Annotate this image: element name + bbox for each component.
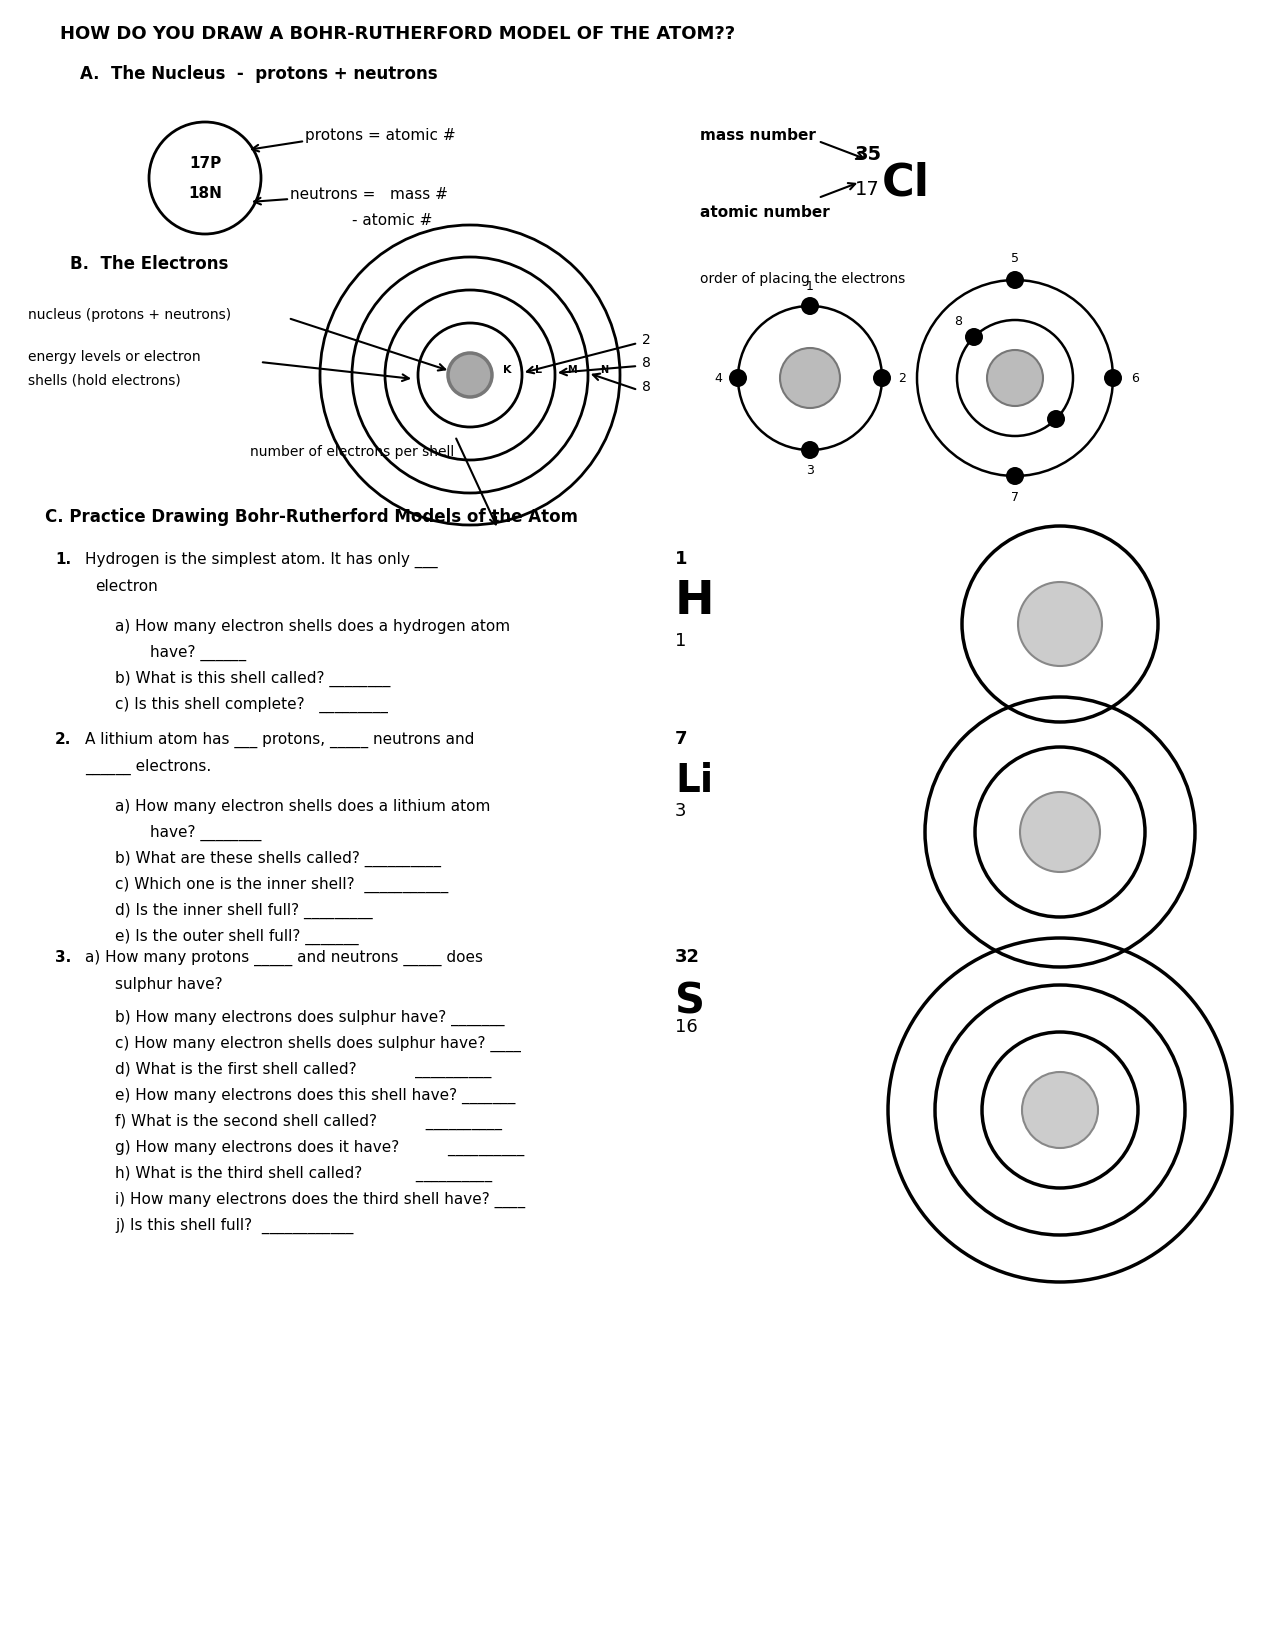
Circle shape (780, 348, 840, 408)
Circle shape (1020, 792, 1100, 871)
Text: 2: 2 (898, 371, 907, 384)
Text: A lithium atom has ___ protons, _____ neutrons and: A lithium atom has ___ protons, _____ ne… (85, 733, 474, 747)
Text: b) What are these shells called? __________: b) What are these shells called? _______… (115, 851, 441, 868)
Text: f) What is the second shell called?          __________: f) What is the second shell called? ____… (115, 1114, 502, 1130)
Text: 7: 7 (674, 729, 687, 747)
Text: i) How many electrons does the third shell have? ____: i) How many electrons does the third she… (115, 1191, 525, 1208)
Text: c) How many electron shells does sulphur have? ____: c) How many electron shells does sulphur… (115, 1036, 521, 1053)
Text: d) What is the first shell called?            __________: d) What is the first shell called? _____… (115, 1063, 491, 1077)
Text: 1: 1 (806, 279, 813, 292)
Text: 32: 32 (674, 949, 700, 965)
Text: b) What is this shell called? ________: b) What is this shell called? ________ (115, 672, 390, 686)
Text: neutrons =   mass #: neutrons = mass # (289, 186, 448, 201)
Text: a) How many electron shells does a hydrogen atom: a) How many electron shells does a hydro… (115, 619, 510, 634)
Text: b) How many electrons does sulphur have? _______: b) How many electrons does sulphur have?… (115, 1010, 505, 1026)
Text: 4: 4 (714, 371, 722, 384)
Text: 7: 7 (1011, 492, 1019, 505)
Text: 17P: 17P (189, 157, 221, 172)
Circle shape (801, 297, 819, 315)
Text: atomic number: atomic number (700, 205, 830, 219)
Text: shells (hold electrons): shells (hold electrons) (28, 375, 181, 388)
Text: have? ________: have? ________ (150, 825, 261, 842)
Text: sulphur have?: sulphur have? (115, 977, 223, 992)
Circle shape (987, 350, 1043, 406)
Circle shape (448, 353, 492, 398)
Text: e) Is the outer shell full? _______: e) Is the outer shell full? _______ (115, 929, 358, 945)
Circle shape (729, 370, 747, 388)
Circle shape (1006, 467, 1024, 485)
Text: A.  The Nucleus  -  protons + neutrons: A. The Nucleus - protons + neutrons (80, 64, 437, 82)
Text: 1: 1 (674, 632, 686, 650)
Text: have? ______: have? ______ (150, 645, 246, 662)
Circle shape (801, 441, 819, 459)
Text: nucleus (protons + neutrons): nucleus (protons + neutrons) (28, 309, 231, 322)
Text: HOW DO YOU DRAW A BOHR-RUTHERFORD MODEL OF THE ATOM??: HOW DO YOU DRAW A BOHR-RUTHERFORD MODEL … (60, 25, 736, 43)
Text: S: S (674, 980, 705, 1021)
Text: j) Is this shell full?  ____________: j) Is this shell full? ____________ (115, 1218, 353, 1234)
Text: g) How many electrons does it have?          __________: g) How many electrons does it have? ____… (115, 1140, 524, 1157)
Text: 35: 35 (856, 145, 882, 163)
Text: 8: 8 (643, 356, 650, 370)
Text: 2: 2 (643, 333, 650, 346)
Circle shape (873, 370, 891, 388)
Circle shape (1017, 582, 1102, 667)
Text: 1: 1 (674, 549, 687, 568)
Text: C. Practice Drawing Bohr-Rutherford Models of the Atom: C. Practice Drawing Bohr-Rutherford Mode… (45, 508, 578, 526)
Text: 3: 3 (674, 802, 686, 820)
Text: 3: 3 (806, 464, 813, 477)
Circle shape (149, 122, 261, 234)
Text: Cl: Cl (882, 162, 929, 205)
Text: e) How many electrons does this shell have? _______: e) How many electrons does this shell ha… (115, 1087, 515, 1104)
Text: order of placing the electrons: order of placing the electrons (700, 272, 905, 285)
Text: a) How many protons _____ and neutrons _____ does: a) How many protons _____ and neutrons _… (85, 950, 483, 967)
Text: K: K (502, 365, 511, 375)
Circle shape (1006, 271, 1024, 289)
Circle shape (1023, 1072, 1098, 1148)
Text: M: M (566, 365, 576, 375)
Text: 18N: 18N (187, 186, 222, 201)
Text: number of electrons per shell: number of electrons per shell (250, 446, 454, 459)
Text: 1.: 1. (55, 553, 71, 568)
Text: 3.: 3. (55, 950, 71, 965)
Text: Li: Li (674, 762, 713, 800)
Text: energy levels or electron: energy levels or electron (28, 350, 200, 365)
Text: N: N (601, 365, 608, 375)
Text: d) Is the inner shell full? _________: d) Is the inner shell full? _________ (115, 903, 372, 919)
Circle shape (1104, 370, 1122, 388)
Text: 6: 6 (1131, 371, 1139, 384)
Text: h) What is the third shell called?           __________: h) What is the third shell called? _____… (115, 1167, 492, 1181)
Circle shape (965, 328, 983, 346)
Text: 8: 8 (643, 380, 650, 394)
Text: 8: 8 (955, 315, 963, 328)
Text: Hydrogen is the simplest atom. It has only ___: Hydrogen is the simplest atom. It has on… (85, 553, 437, 568)
Text: 2.: 2. (55, 733, 71, 747)
Text: mass number: mass number (700, 129, 816, 144)
Text: ______ electrons.: ______ electrons. (85, 759, 212, 775)
Text: protons = atomic #: protons = atomic # (305, 129, 455, 144)
Circle shape (1047, 409, 1065, 427)
Text: 16: 16 (674, 1018, 697, 1036)
Text: B.  The Electrons: B. The Electrons (70, 256, 228, 272)
Text: - atomic #: - atomic # (352, 213, 432, 228)
Text: c) Is this shell complete?   _________: c) Is this shell complete? _________ (115, 696, 388, 713)
Text: electron: electron (96, 579, 158, 594)
Text: c) Which one is the inner shell?  ___________: c) Which one is the inner shell? _______… (115, 878, 449, 893)
Text: H: H (674, 579, 714, 624)
Text: L: L (536, 365, 542, 375)
Text: a) How many electron shells does a lithium atom: a) How many electron shells does a lithi… (115, 799, 491, 813)
Text: 5: 5 (1011, 251, 1019, 264)
Text: 17: 17 (856, 180, 880, 200)
